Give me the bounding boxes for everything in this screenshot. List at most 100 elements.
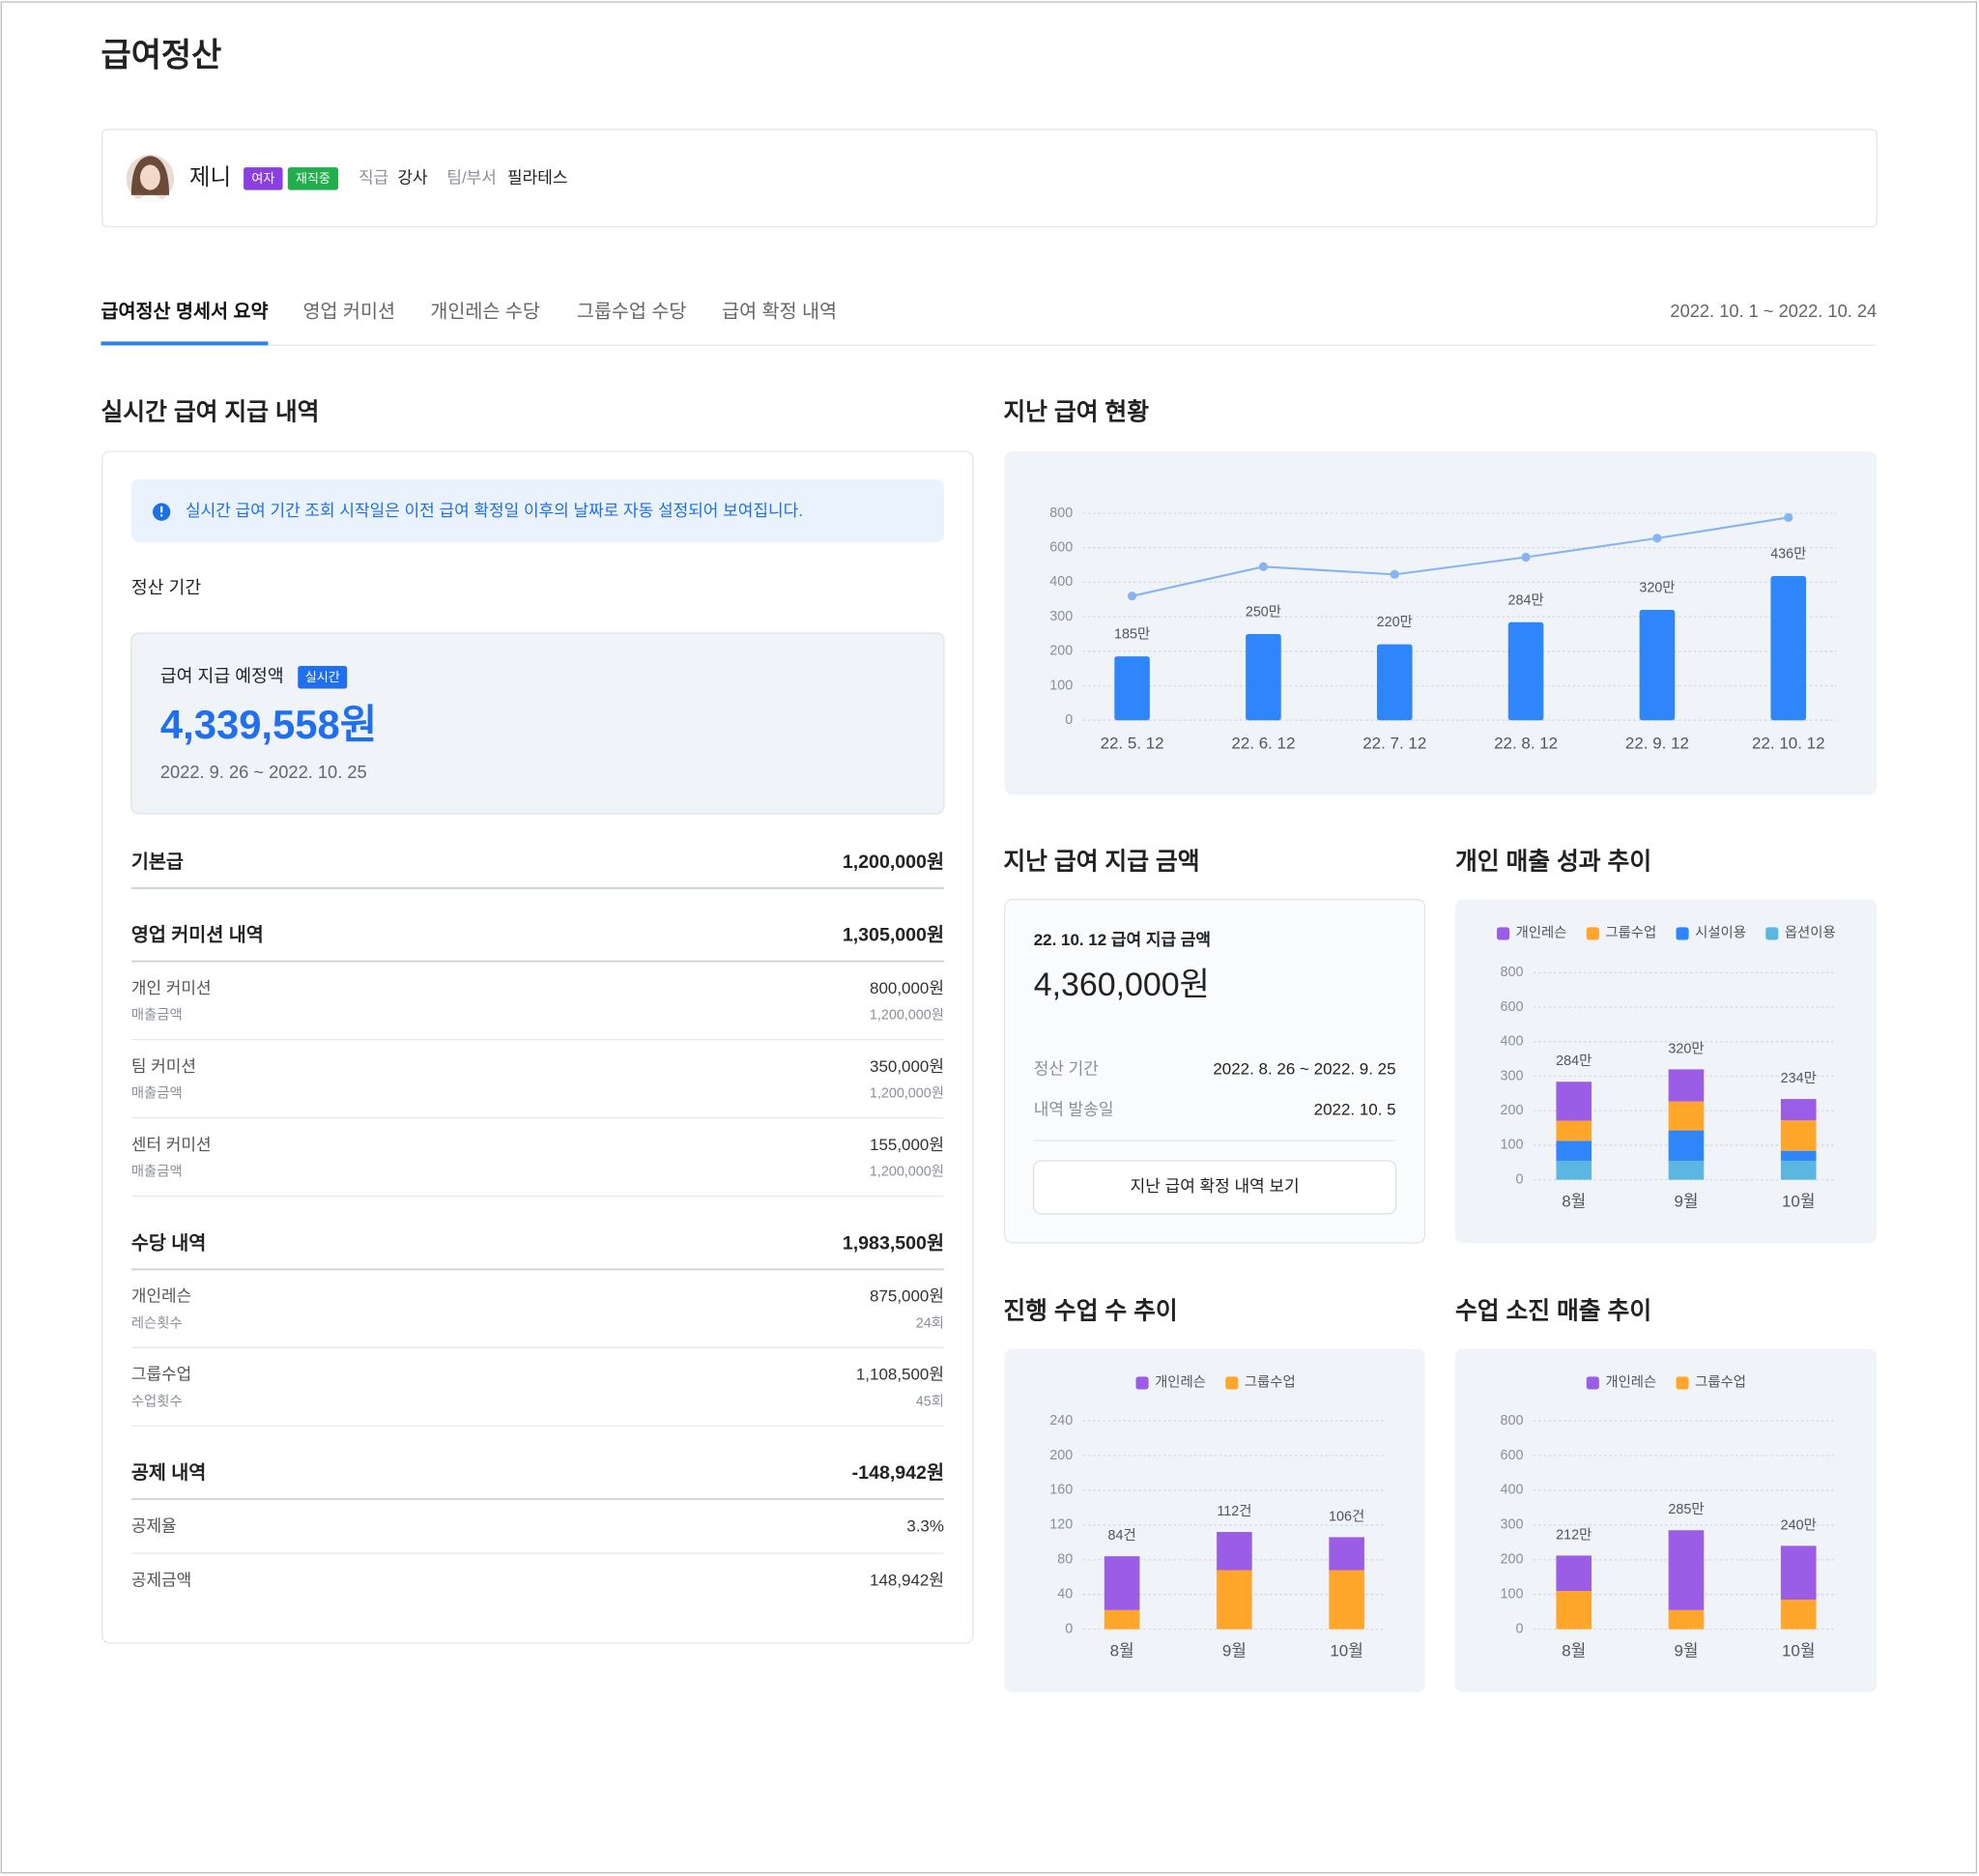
y-tick-label: 400 [1049, 574, 1073, 590]
y-tick-label: 100 [1501, 1138, 1524, 1153]
bar-segment [1668, 1530, 1705, 1610]
tab[interactable]: 개인레슨 수당 [430, 301, 540, 322]
total-label: 106건 [1329, 1508, 1364, 1524]
badge-realtime [298, 666, 348, 689]
legend-swatch [1225, 1376, 1239, 1390]
row-sub-value: 1,200,000원 [870, 1007, 944, 1024]
legend-label: 시설이용 [1695, 925, 1746, 941]
row-sub-label: 매출금액 [131, 1085, 183, 1102]
estimate-amount: 4,339,558원 [160, 702, 377, 747]
badge-text: 실시간 [305, 670, 340, 684]
legend-label: 개인레슨 [1516, 925, 1567, 941]
section-value: -148,942원 [852, 1462, 944, 1484]
row-sub-label: 매출금액 [131, 1164, 183, 1180]
total-label: 320만 [1668, 1040, 1704, 1056]
tab[interactable]: 급여정산 명세서 요약 [100, 301, 268, 322]
total-label: 234만 [1781, 1070, 1817, 1086]
date-range: 2022. 10. 1 ~ 2022. 10. 24 [1670, 301, 1877, 321]
section-title: 진행 수업 수 추이 [1003, 1297, 1177, 1324]
row-value: 155,000원 [870, 1136, 944, 1154]
row-value: 148,942원 [870, 1571, 944, 1589]
x-tick-label: 10월 [1782, 1642, 1816, 1660]
legend-swatch [1586, 1376, 1599, 1390]
info-value: 2022. 10. 5 [1314, 1100, 1396, 1118]
bar-segment [1668, 1069, 1705, 1102]
row-sub-label: 수업횟수 [131, 1393, 183, 1409]
bar-segment [1780, 1099, 1817, 1121]
y-tick-label: 240 [1049, 1413, 1073, 1429]
row-label: 개인레슨 [131, 1287, 191, 1306]
y-tick-label: 120 [1049, 1517, 1073, 1533]
y-tick-label: 200 [1501, 1552, 1524, 1568]
x-tick-label: 9월 [1674, 1193, 1698, 1211]
x-tick-label: 22. 6. 12 [1231, 734, 1295, 752]
x-tick-label: 22. 8. 12 [1494, 734, 1558, 752]
bar [1507, 621, 1544, 721]
button-text[interactable]: 지난 급여 확정 내역 보기 [1131, 1177, 1300, 1196]
past-payment-label: 22. 10. 12 급여 지급 금액 [1034, 931, 1211, 949]
bar-segment [1668, 1609, 1705, 1630]
y-tick-label: 40 [1057, 1586, 1073, 1602]
bar [1376, 644, 1413, 721]
button-box[interactable] [1033, 1160, 1397, 1215]
bar [1246, 633, 1281, 721]
y-tick-label: 200 [1049, 1448, 1073, 1463]
page-title: 급여정산 [100, 37, 221, 73]
line-point [1521, 552, 1531, 563]
bar-segment [1104, 1556, 1140, 1610]
total-label: 112건 [1217, 1503, 1251, 1519]
y-tick-label: 300 [1049, 609, 1073, 624]
legend-swatch [1676, 1376, 1689, 1390]
y-tick-label: 200 [1049, 644, 1073, 659]
line [1132, 516, 1789, 597]
field-label: 팀/부서 [446, 168, 497, 187]
row-value: 1,108,500원 [856, 1366, 944, 1384]
bar-segment [1556, 1160, 1592, 1180]
section-title: 지난 급여 지급 금액 [1003, 848, 1199, 875]
notice-icon [160, 505, 163, 513]
field-value: 강사 [397, 168, 428, 187]
bar-segment [1780, 1150, 1817, 1161]
bar-segment [1556, 1082, 1592, 1121]
tab[interactable]: 영업 커미션 [302, 301, 395, 322]
legend-label: 그룹수업 [1695, 1374, 1746, 1391]
legend-label: 그룹수업 [1605, 925, 1656, 941]
tab-underline [100, 341, 269, 346]
row-sub-value: 1,200,000원 [870, 1164, 944, 1180]
x-tick-label: 8월 [1562, 1193, 1586, 1211]
profile-name: 제니 [189, 164, 231, 189]
y-tick-label: 100 [1049, 678, 1073, 693]
bar-segment [1217, 1570, 1252, 1630]
total-label: 285만 [1668, 1501, 1704, 1517]
x-tick-label: 9월 [1674, 1642, 1698, 1660]
info-label: 내역 발송일 [1034, 1100, 1114, 1118]
line-point [1258, 562, 1268, 571]
tab[interactable]: 그룹수업 수당 [577, 301, 687, 322]
bar-segment [1780, 1600, 1817, 1630]
past-payment-amount: 4,360,000원 [1034, 967, 1210, 1003]
row-value: 800,000원 [870, 979, 944, 997]
y-tick-label: 600 [1049, 539, 1073, 555]
tab[interactable]: 급여 확정 내역 [722, 301, 837, 322]
bar-segment [1668, 1130, 1705, 1161]
x-tick-label: 8월 [1110, 1642, 1134, 1660]
total-label: 212만 [1556, 1526, 1592, 1543]
badge-gender [244, 167, 283, 190]
line-point [1128, 592, 1137, 601]
history-button[interactable]: 지난 급여 확정 내역 보기 [1033, 1160, 1397, 1215]
legend-label: 개인레슨 [1605, 1374, 1656, 1391]
section-value: 1,200,000원 [843, 851, 944, 873]
section-value: 1,305,000원 [843, 925, 944, 946]
legend-swatch [1135, 1376, 1149, 1390]
badge-text: 여자 [251, 171, 274, 186]
legend-swatch [1765, 927, 1779, 940]
row-sub-label: 레슨횟수 [131, 1314, 183, 1331]
row-sub-label: 매출금액 [131, 1007, 183, 1024]
bar-segment [1217, 1532, 1252, 1571]
y-tick-label: 0 [1065, 1621, 1073, 1636]
row-value: 3.3% [906, 1516, 944, 1535]
legend-swatch [1676, 927, 1689, 940]
notice-text: 실시간 급여 기간 조회 시작일은 이전 급여 확정일 이후의 날짜로 자동 설… [186, 502, 803, 520]
row-label: 센터 커미션 [131, 1136, 212, 1154]
bar [1639, 609, 1676, 721]
